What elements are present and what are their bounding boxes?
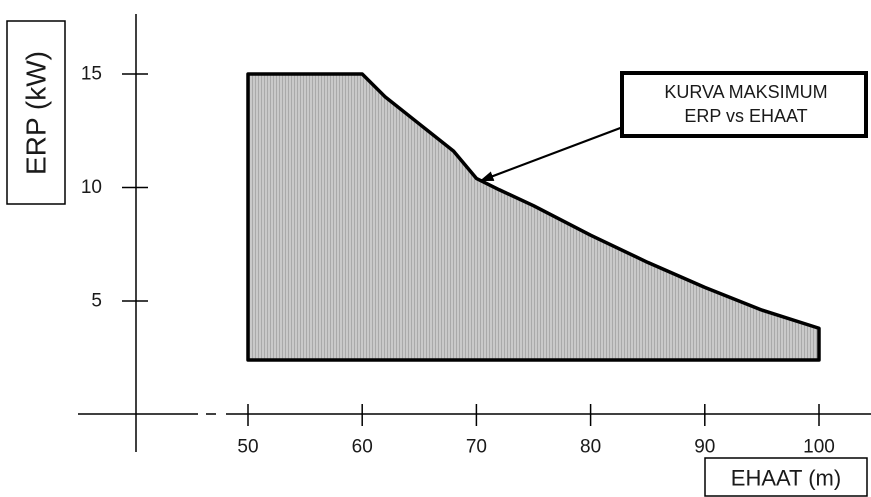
x-tick-label: 50	[237, 437, 258, 458]
y-ticks: 5 10 15	[81, 64, 148, 312]
x-axis-label: EHAAT (m)	[704, 457, 868, 497]
x-ticks: 50 60 70 80 90 100	[237, 404, 835, 458]
y-tick-label: 10	[81, 177, 102, 198]
x-axis-label-text: EHAAT (m)	[731, 466, 841, 491]
x-tick-label: 80	[580, 437, 601, 458]
annotation-line-1: KURVA MAKSIMUM	[664, 82, 827, 102]
annotation-line-2: ERP vs EHAAT	[684, 106, 807, 126]
x-tick-label: 100	[803, 437, 835, 458]
x-tick-label: 90	[694, 437, 715, 458]
annotation: KURVA MAKSIMUM ERP vs EHAAT	[479, 71, 868, 182]
y-tick-label: 5	[91, 291, 102, 312]
annotation-box	[620, 71, 868, 138]
y-axis-label-text: ERP (kW)	[21, 51, 52, 175]
region-layer	[246, 72, 821, 362]
annotation-arrow	[479, 125, 624, 182]
x-axis-label-box	[704, 457, 868, 497]
x-tick-label: 60	[352, 437, 373, 458]
y-tick-label: 15	[81, 64, 102, 85]
axes	[78, 14, 871, 452]
max-erp-region	[246, 72, 821, 362]
y-axis-label-box	[6, 20, 66, 205]
x-tick-label: 70	[466, 437, 487, 458]
y-axis-label: ERP (kW)	[6, 20, 66, 205]
